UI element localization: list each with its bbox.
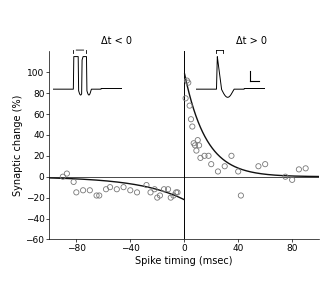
Point <box>263 162 268 166</box>
Point <box>165 187 171 192</box>
Point <box>184 78 190 83</box>
Point <box>215 169 220 174</box>
Point <box>134 190 139 195</box>
Point <box>209 162 214 166</box>
Point <box>183 96 188 101</box>
Point <box>206 154 211 158</box>
Point <box>171 193 176 198</box>
Point <box>157 193 163 198</box>
Point <box>283 174 288 179</box>
Point <box>74 190 79 195</box>
Point <box>144 183 149 187</box>
Point <box>60 174 65 179</box>
Point <box>97 193 102 198</box>
Point <box>196 143 202 148</box>
Point <box>128 188 133 193</box>
Point <box>194 148 199 153</box>
Point <box>71 180 76 184</box>
Point <box>190 124 195 129</box>
Point <box>296 167 301 172</box>
Point <box>80 188 86 193</box>
Point <box>155 195 160 200</box>
Point <box>148 190 153 195</box>
Point <box>87 188 92 193</box>
Point <box>229 154 234 158</box>
Point <box>238 193 243 198</box>
Point <box>152 187 157 192</box>
Point <box>236 169 241 174</box>
Point <box>186 80 191 85</box>
Text: Δt < 0: Δt < 0 <box>101 36 132 46</box>
Point <box>191 141 196 146</box>
Point <box>173 190 179 195</box>
Point <box>202 154 207 158</box>
Point <box>161 187 166 192</box>
Point <box>303 166 308 171</box>
Point <box>198 156 203 160</box>
Point <box>188 117 193 121</box>
Point <box>256 164 261 168</box>
Point <box>195 138 200 142</box>
X-axis label: Spike timing (msec): Spike timing (msec) <box>136 256 233 266</box>
Point <box>175 190 180 195</box>
Y-axis label: Synaptic change (%): Synaptic change (%) <box>13 95 23 196</box>
Point <box>192 143 198 148</box>
Point <box>222 164 227 168</box>
Point <box>103 187 109 192</box>
Point <box>64 171 69 176</box>
Point <box>94 193 99 198</box>
Point <box>114 187 119 192</box>
Point <box>290 178 295 182</box>
Point <box>107 185 113 190</box>
Point <box>187 103 192 108</box>
Point <box>168 195 173 200</box>
Text: Δt > 0: Δt > 0 <box>236 36 267 46</box>
Point <box>121 185 126 190</box>
